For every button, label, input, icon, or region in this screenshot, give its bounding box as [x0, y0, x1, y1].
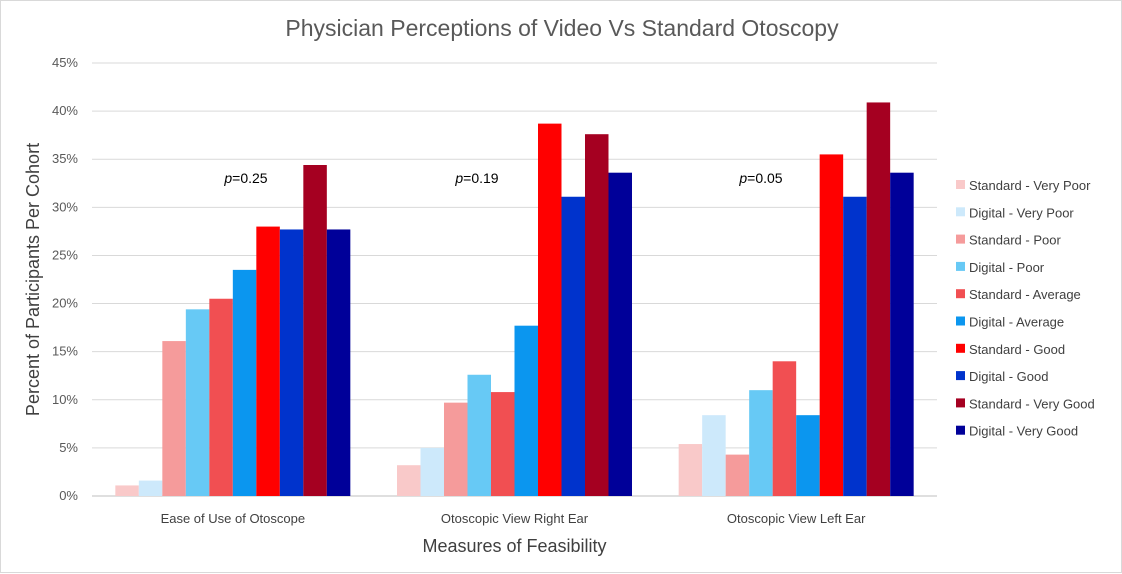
y-axis-title: Percent of Participants Per Cohort	[23, 143, 43, 416]
bar	[444, 402, 468, 496]
legend-label: Standard - Good	[969, 342, 1065, 357]
bar	[749, 390, 773, 496]
bar	[585, 134, 609, 496]
p-value-number: =0.19	[463, 170, 499, 186]
legend-swatch	[956, 398, 965, 408]
bar	[796, 415, 820, 496]
y-tick-label: 40%	[52, 103, 78, 118]
bar	[397, 465, 421, 496]
bar	[538, 123, 562, 497]
x-tick-label: Ease of Use of Otoscope	[161, 511, 306, 526]
legend-swatch	[956, 289, 965, 299]
legend-swatch	[956, 316, 965, 326]
y-tick-label: 0%	[59, 488, 78, 503]
bar	[115, 485, 139, 496]
legend-swatch	[956, 343, 965, 353]
p-value-symbol: p	[223, 170, 232, 186]
y-tick-label: 5%	[59, 440, 78, 455]
legend-label: Digital - Poor	[969, 260, 1045, 275]
bar	[303, 165, 327, 496]
x-axis-title: Measures of Feasibility	[422, 536, 606, 556]
y-tick-label: 20%	[52, 296, 78, 311]
x-tick-label: Otoscopic View Left Ear	[727, 511, 866, 526]
legend-swatch	[956, 425, 965, 435]
bar	[232, 269, 257, 496]
bar	[772, 361, 797, 496]
p-value-annotation: p=0.05	[738, 170, 782, 186]
p-value-annotation: p=0.25	[223, 170, 267, 186]
legend-label: Standard - Very Poor	[969, 178, 1091, 193]
chart-title: Physician Perceptions of Video Vs Standa…	[285, 15, 839, 41]
legend-label: Digital - Very Good	[969, 424, 1078, 439]
legend-swatch	[956, 261, 965, 271]
legend-label: Digital - Good	[969, 369, 1048, 384]
legend-swatch	[956, 371, 965, 381]
bar	[866, 102, 891, 496]
bar	[890, 172, 914, 496]
x-tick-label: Otoscopic View Right Ear	[441, 511, 589, 526]
bar	[326, 229, 351, 496]
bar	[185, 309, 210, 496]
bar	[725, 454, 750, 496]
legend-label: Standard - Average	[969, 287, 1081, 302]
bar	[256, 226, 280, 496]
p-value-symbol: p	[454, 170, 463, 186]
bar	[561, 196, 585, 496]
y-tick-label: 10%	[52, 392, 78, 407]
bar	[420, 447, 444, 496]
bar	[702, 415, 726, 496]
y-tick-label: 35%	[52, 151, 78, 166]
y-tick-label: 15%	[52, 344, 78, 359]
legend-label: Digital - Very Poor	[969, 205, 1074, 220]
p-value-number: =0.25	[232, 170, 268, 186]
bar	[819, 154, 844, 496]
y-tick-label: 25%	[52, 247, 78, 262]
legend-swatch	[956, 180, 965, 189]
p-value-symbol: p	[738, 170, 747, 186]
bar	[843, 196, 867, 496]
p-value-annotation: p=0.19	[454, 170, 498, 186]
legend-swatch	[956, 234, 965, 244]
bar	[209, 298, 233, 496]
bar	[138, 480, 163, 496]
legend-label: Standard - Very Good	[969, 396, 1095, 411]
p-value-number: =0.05	[747, 170, 783, 186]
legend-swatch	[956, 207, 965, 217]
legend-label: Digital - Average	[969, 315, 1064, 330]
bar	[279, 229, 304, 496]
y-tick-label: 30%	[52, 199, 78, 214]
bar	[491, 392, 515, 496]
bar	[467, 374, 491, 496]
legend-label: Standard - Poor	[969, 233, 1061, 248]
y-tick-label: 45%	[52, 55, 78, 70]
bar	[678, 444, 703, 496]
bar	[162, 341, 186, 496]
bar	[608, 172, 632, 496]
bar	[514, 325, 538, 496]
